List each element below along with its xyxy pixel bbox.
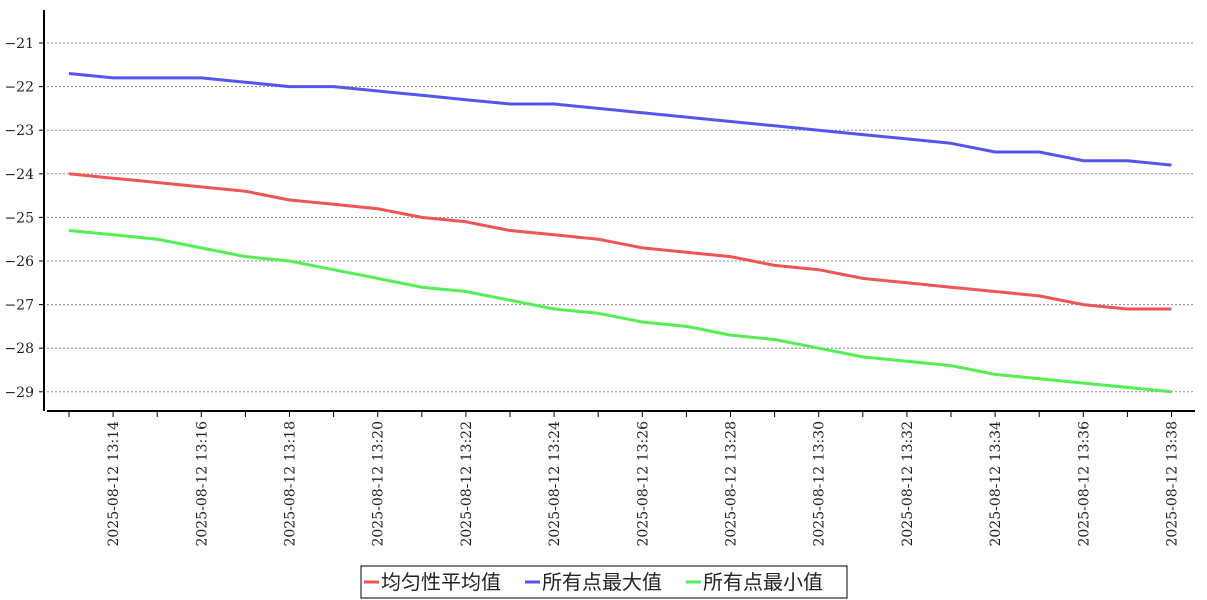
x-tick-label: 2025-08-12 13:38 [1165,421,1181,547]
legend-label: 所有点最小值 [703,570,823,594]
y-tick-label: −27 [4,298,34,314]
y-tick-label: −21 [4,36,34,52]
legend-label: 所有点最大值 [542,570,662,594]
x-tick-label: 2025-08-12 13:16 [194,421,210,547]
x-tick-label: 2025-08-12 13:18 [283,421,299,547]
x-tick-label: 2025-08-12 13:22 [459,421,475,547]
legend-box [360,565,848,599]
series-line-2 [68,229,1172,394]
x-tick-label: 2025-08-12 13:20 [371,421,387,547]
x-tick-label: 2025-08-12 13:26 [635,421,651,547]
series-lines [68,72,1172,394]
x-tick-label: 2025-08-12 13:28 [724,421,740,547]
y-tick-label: −22 [4,80,34,96]
y-tick-label: −29 [4,385,34,401]
y-tick-label: −23 [4,123,34,139]
x-tick-label: 2025-08-12 13:34 [988,421,1004,547]
y-axis-ticks: −21 −22 −23 −24 −25 −26 −27 −28 −29 [4,36,44,401]
y-tick-label: −24 [4,167,34,183]
series-line-0 [68,172,1172,311]
grid-lines [47,42,1195,393]
legend-label: 均匀性平均值 [381,570,501,594]
y-tick-label: −25 [4,210,34,226]
x-tick-label: 2025-08-12 13:30 [812,421,828,547]
x-tick-label: 2025-08-12 13:14 [106,421,122,547]
x-tick-label: 2025-08-12 13:32 [900,421,916,547]
y-tick-label: −26 [4,254,34,270]
x-axis-ticks: 2025-08-12 13:14 2025-08-12 13:16 2025-08-… [68,411,1181,547]
x-tick-label: 2025-08-12 13:24 [547,421,563,547]
y-tick-label: −28 [4,341,34,357]
series-line-1 [68,72,1172,167]
x-tick-label: 2025-08-12 13:36 [1076,421,1092,547]
legend: 均匀性平均值 所有点最大值 所有点最小值 [360,565,848,599]
